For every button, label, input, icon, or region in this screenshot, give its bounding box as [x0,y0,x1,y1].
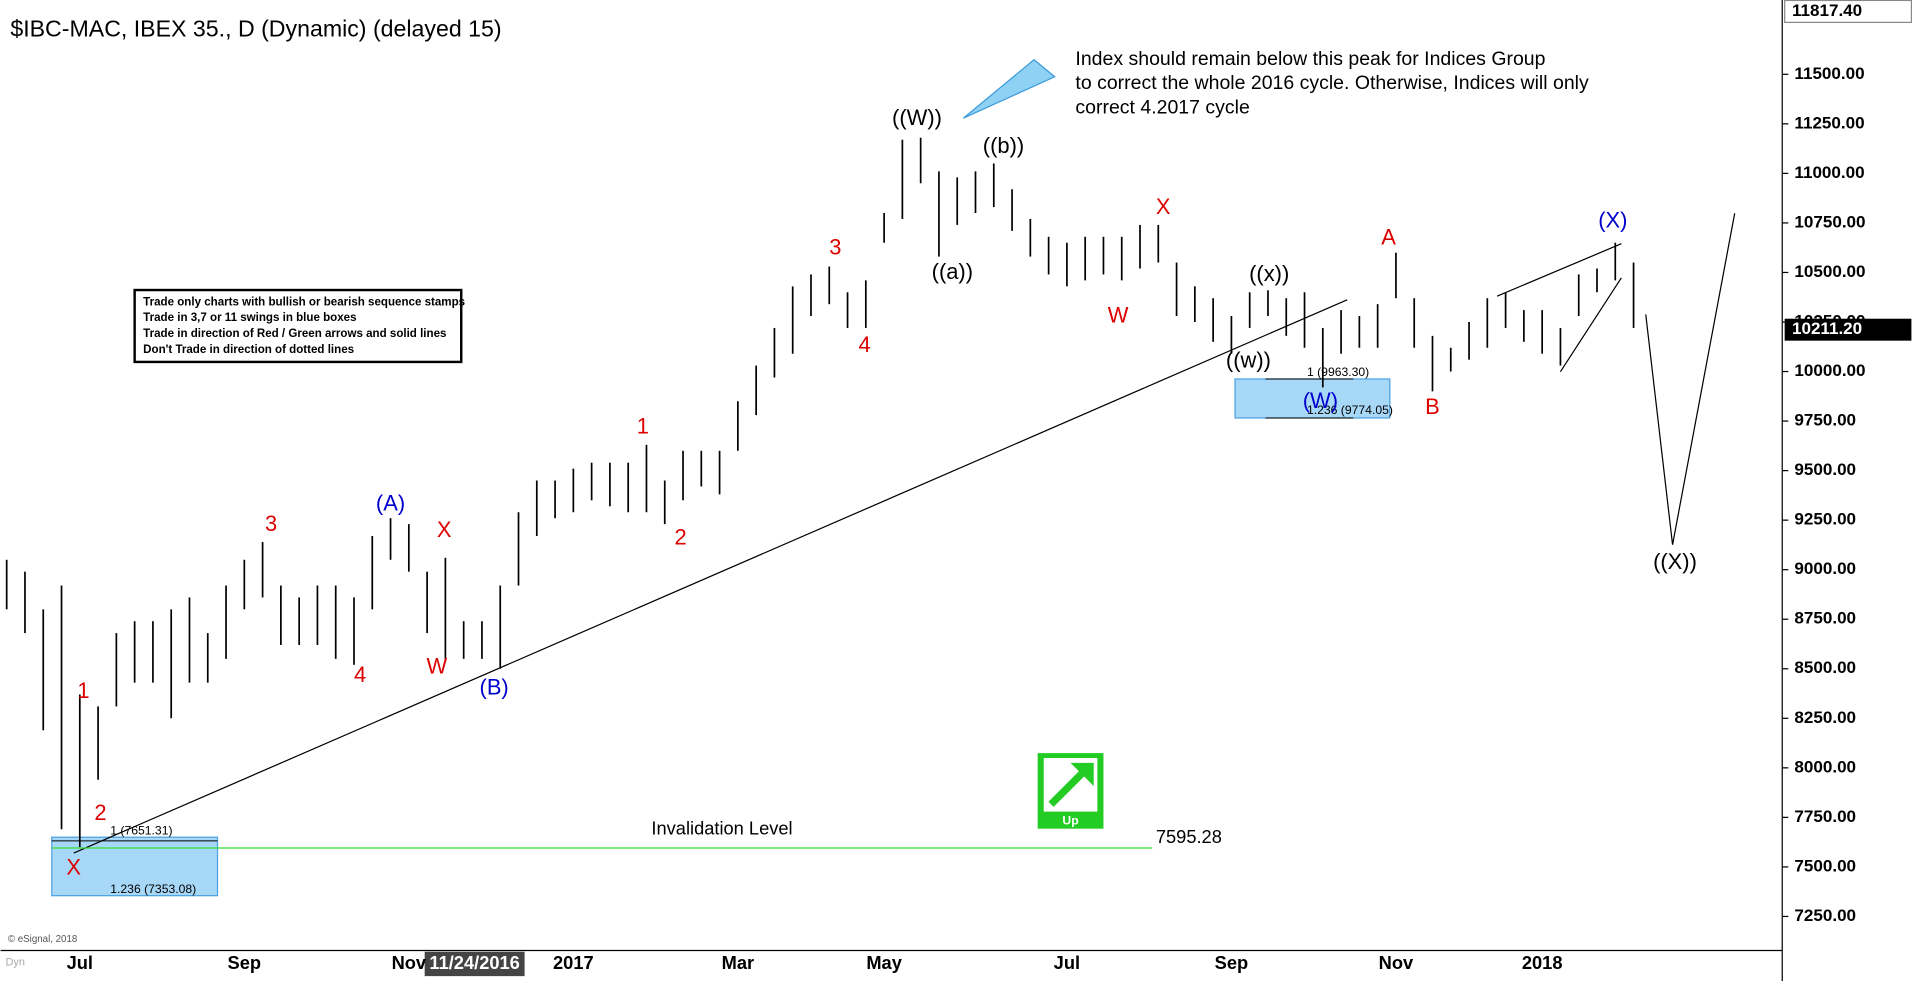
wave-label: X [1156,194,1171,219]
fib-label: 1.236 (7353.08) [110,882,196,896]
x-tick-label: 2018 [1522,952,1563,973]
x-tick-label: May [866,952,902,973]
x-tick-label: Jul [1054,952,1080,973]
wave-label: ((w)) [1226,348,1271,373]
x-tick-label: 2017 [553,952,594,973]
callout-arrow [962,58,1056,119]
wave-label: X [437,517,452,542]
wave-label: ((X)) [1653,549,1697,574]
rules-line: Don't Trade in direction of dotted lines [143,344,354,356]
fib-label: 1.236 (9774.05) [1307,403,1393,417]
y-tick-label: 8000.00 [1794,757,1856,776]
rules-line: Trade in 3,7 or 11 swings in blue boxes [143,312,356,324]
y-tick-label: 9000.00 [1794,559,1856,578]
wave-label: ((x)) [1249,261,1289,286]
wave-label: 2 [674,524,686,549]
rules-line: Trade in direction of Red / Green arrows… [143,328,446,340]
wave-label: (W) [1303,388,1338,413]
chart-title: $IBC-MAC, IBEX 35., D (Dynamic) (delayed… [10,16,501,42]
y-tick-label: 9750.00 [1794,411,1856,430]
wave-label: ((b)) [983,133,1024,158]
channel-line [1559,277,1622,373]
y-tick-label: 11250.00 [1794,113,1864,132]
y-tick-label: 7750.00 [1794,807,1856,826]
projection-path [1645,213,1736,545]
channel-line [1496,243,1622,297]
wave-label: (B) [480,674,509,699]
high-price-label: 11817.40 [1792,1,1862,20]
invalidation-label: Invalidation Level [651,818,792,839]
corner-label: Dyn [5,957,24,969]
wave-label: ((a)) [932,259,973,284]
wave-label: 3 [829,234,841,259]
wave-label: A [1381,225,1396,250]
wave-label: ((W)) [892,105,942,130]
wave-label: (X) [1598,208,1627,233]
trend-line [73,299,1348,854]
y-tick-label: 10500.00 [1794,262,1865,281]
y-tick-label: 7500.00 [1794,856,1856,875]
wave-label: W [427,654,448,679]
comment-line: correct 4.2017 cycle [1075,97,1249,119]
x-tick-label: Mar [722,952,754,973]
y-tick-label: 9250.00 [1794,510,1856,529]
last-price-label: 10211.20 [1792,319,1862,338]
y-tick-label: 10750.00 [1794,212,1865,231]
y-tick-label: 11500.00 [1794,64,1864,83]
cursor-date-box [424,951,525,977]
y-tick-label: 8750.00 [1794,609,1856,628]
wave-label: 4 [354,662,366,687]
rules-line: Trade only charts with bullish or bearis… [143,296,465,308]
copyright: © eSignal, 2018 [8,934,77,945]
wave-label: X [66,855,81,880]
wave-label: 3 [265,511,277,536]
wave-label: 2 [94,800,106,825]
x-tick-label: Nov [392,952,427,973]
high-price-box [1784,0,1912,23]
last-price-box [1784,318,1912,341]
y-tick-label: 7250.00 [1794,906,1856,925]
wave-label: 1 [77,678,89,703]
wave-label: 1 [637,414,649,439]
comment-line: to correct the whole 2016 cycle. Otherwi… [1075,72,1589,94]
fib-label: 1 (9963.30) [1307,365,1369,379]
y-tick-label: 8250.00 [1794,708,1856,727]
x-tick-label: Sep [228,952,262,973]
wave-label: B [1425,394,1440,419]
y-tick-label: 11000.00 [1794,163,1864,182]
wave-label: 4 [859,332,871,357]
rules-box [133,288,463,364]
invalidation-value: 7595.28 [1156,826,1222,847]
y-tick-label: 10000.00 [1794,361,1865,380]
x-tick-label: Nov [1379,952,1414,973]
stamp-label: Up [1062,814,1078,828]
y-tick-label: 9500.00 [1794,460,1856,479]
x-tick-label: Jul [67,952,93,973]
wave-label: (A) [376,490,405,515]
cursor-date: 11/24/2016 [429,952,519,973]
wave-label: W [1108,303,1129,328]
comment-line: Index should remain below this peak for … [1075,48,1545,70]
y-tick-label: 8500.00 [1794,658,1856,677]
fib-label: 1 (7651.31) [110,823,172,837]
x-tick-label: Sep [1215,952,1249,973]
